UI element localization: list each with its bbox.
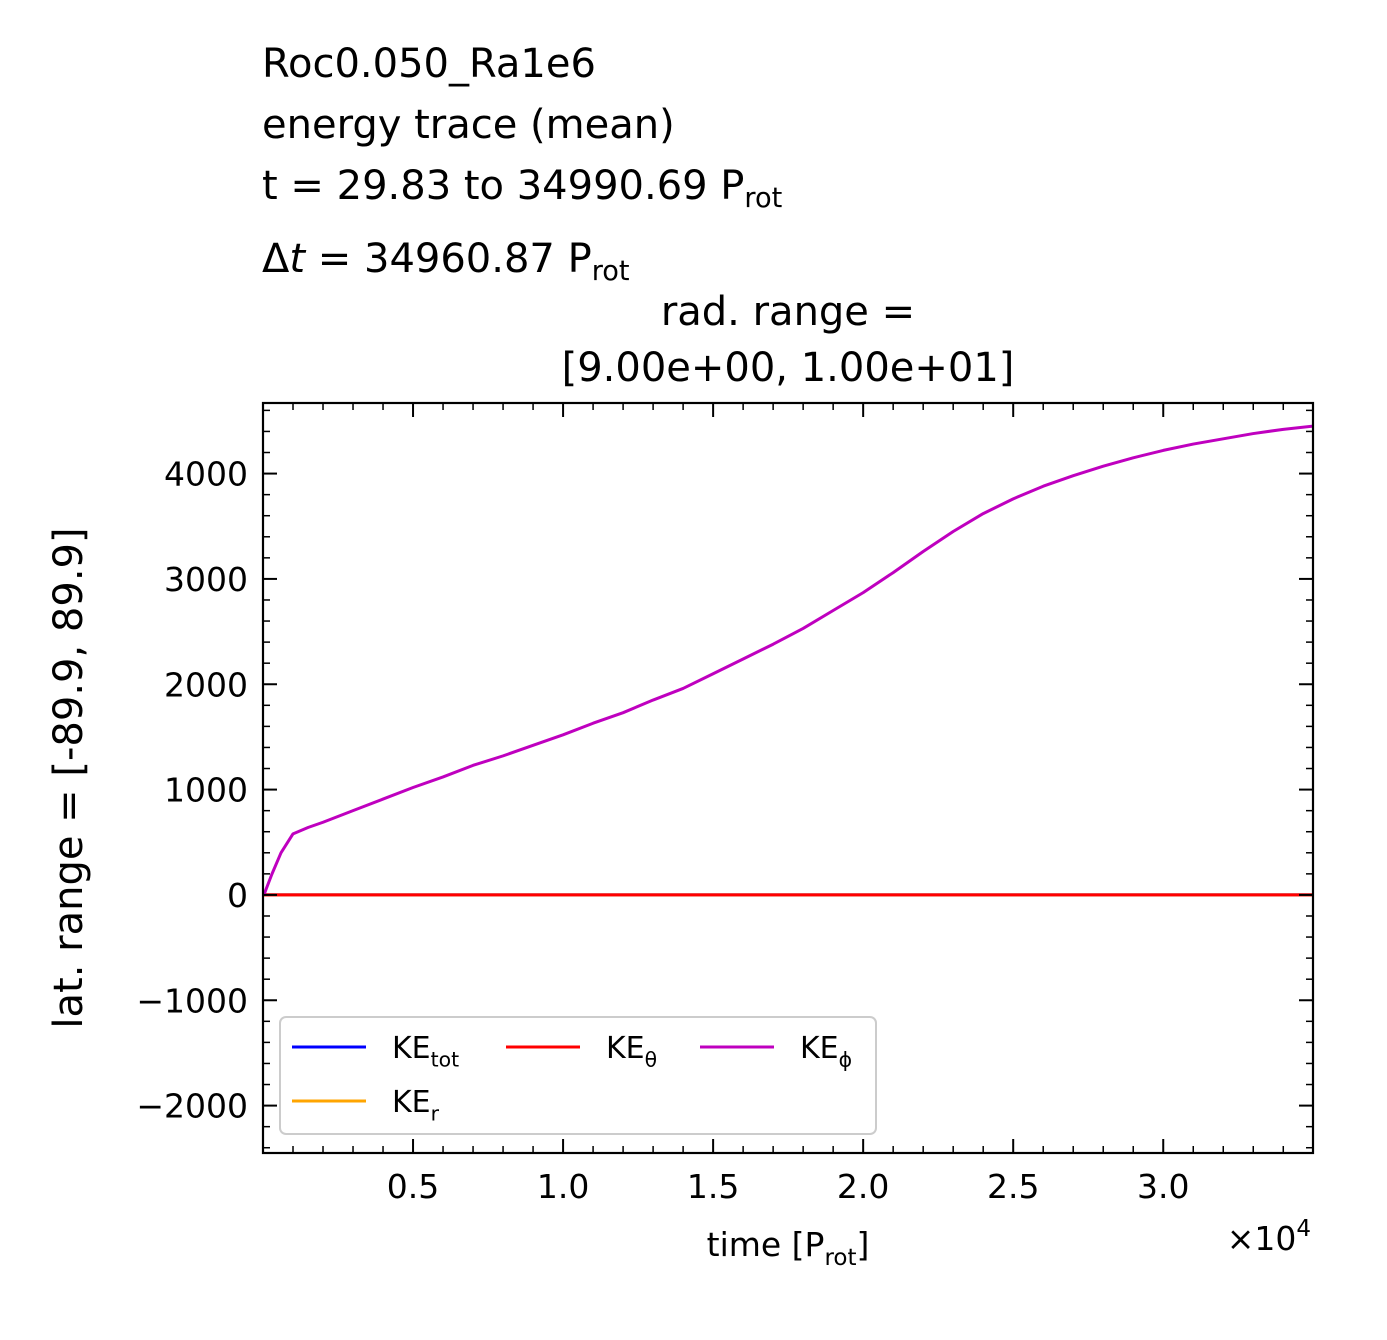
legend: KEtot KEr KEθ KEϕ	[279, 1016, 877, 1135]
x-tick-label: 1.0	[537, 1167, 589, 1206]
time-range-text: t = 29.83 to 34990.69 P	[262, 163, 745, 209]
y-tick-label: 1000	[164, 771, 248, 810]
y-tick-label: 4000	[164, 455, 248, 494]
y-tick-label: 0	[227, 876, 248, 915]
legend-label-0: KEtot	[392, 1031, 459, 1071]
plot-frame	[261, 401, 1315, 1155]
figure-header: Roc0.050_Ra1e6 energy trace (mean) t = 2…	[262, 34, 782, 302]
x-axis-label: time [Prot]	[707, 1225, 870, 1271]
trace-description: energy trace (mean)	[262, 102, 675, 148]
x-tick-label: 1.5	[687, 1167, 739, 1206]
y-tick-label: −2000	[136, 1087, 248, 1126]
run-name: Roc0.050_Ra1e6	[262, 41, 596, 87]
delta-t-symbol: t	[289, 236, 306, 283]
ticks	[263, 403, 1313, 1153]
series-lines	[263, 424, 1313, 897]
legend-label-2: KEθ	[606, 1031, 657, 1071]
x-tick-label: 0.5	[387, 1167, 439, 1206]
x-tick-label: 2.5	[987, 1167, 1039, 1206]
legend-label-3: KEϕ	[800, 1031, 852, 1071]
y-tick-label: −1000	[136, 981, 248, 1020]
radial-range-label: rad. range =	[660, 289, 916, 335]
x-tick-label: 3.0	[1137, 1167, 1189, 1206]
time-span-text: = 34960.87 P	[305, 236, 592, 283]
x-tick-label: 2.0	[837, 1167, 889, 1206]
x-offset-text: ×104	[1227, 1216, 1311, 1258]
y-axis-label: lat. range = [-89.9, 89.9]	[46, 527, 92, 1028]
time-span: Δt = 34960.87 Prot	[262, 229, 782, 302]
series-line-3	[263, 424, 1313, 896]
y-tick-label: 3000	[164, 560, 248, 599]
legend-box	[279, 1016, 877, 1135]
chart-title: rad. range = [9.00e+00, 1.00e+01]	[562, 284, 1015, 396]
legend-label-1: KEr	[392, 1085, 440, 1125]
time-range: t = 29.83 to 34990.69 Prot	[262, 156, 782, 229]
time-span-unit-sub: rot	[591, 256, 630, 288]
y-tick-label: 2000	[164, 665, 248, 704]
time-range-unit-sub: rot	[744, 183, 783, 215]
delta-symbol: Δ	[262, 236, 290, 283]
radial-range-values: [9.00e+00, 1.00e+01]	[561, 345, 1015, 391]
